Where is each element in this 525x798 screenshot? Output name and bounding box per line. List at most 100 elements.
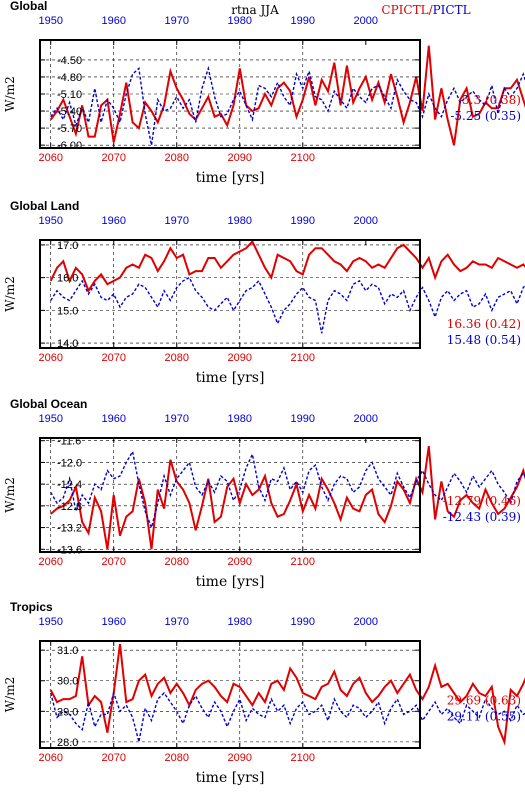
y-tick-label: 28.0 bbox=[57, 737, 78, 749]
y-tick-label: 29.0 bbox=[57, 706, 78, 718]
x-top-tick-label: 2000 bbox=[354, 15, 378, 27]
panel-title: Global bbox=[10, 0, 47, 13]
x-top-tick-label: 1950 bbox=[38, 413, 62, 425]
y-tick-label: 16.0 bbox=[57, 273, 78, 285]
y-tick-label: -4.80 bbox=[57, 72, 82, 84]
y-tick-label: -13.2 bbox=[57, 523, 82, 535]
x-axis-label: time [yrs] bbox=[196, 574, 265, 590]
x-top-tick-label: 1980 bbox=[228, 215, 252, 227]
x-tick-label: 2080 bbox=[165, 152, 189, 164]
x-top-tick-label: 1970 bbox=[165, 413, 189, 425]
header-center: rtna JJA bbox=[231, 3, 279, 17]
y-tick-label: 15.0 bbox=[57, 305, 78, 317]
x-axis-label: time [yrs] bbox=[196, 370, 265, 386]
x-tick-label: 2090 bbox=[228, 352, 252, 364]
y-axis-label: W/m2 bbox=[3, 477, 17, 512]
y-tick-label: -11.6 bbox=[57, 436, 81, 448]
y-tick-label: 17.0 bbox=[57, 240, 78, 252]
x-top-tick-label: 1980 bbox=[228, 616, 252, 628]
x-top-tick-label: 1970 bbox=[165, 616, 189, 628]
y-tick-label: -12.8 bbox=[57, 501, 82, 513]
series-line-pictl bbox=[50, 65, 525, 146]
stat-cpictl: 16.36 (0.42) bbox=[447, 317, 521, 331]
x-top-tick-label: 1980 bbox=[228, 413, 252, 425]
plot-frame bbox=[39, 239, 421, 349]
x-tick-label: 2060 bbox=[38, 152, 62, 164]
x-tick-label: 2100 bbox=[291, 752, 315, 764]
panel-0: Global 2060 2070 2080 2090 2100 1950 1960 1970 19… bbox=[3, 0, 525, 186]
series-line-cpictl bbox=[49, 643, 525, 746]
x-tick-label: 2060 bbox=[38, 556, 62, 568]
x-top-tick-label: 1960 bbox=[101, 413, 125, 425]
stat-pictl: 29.11 (0.55) bbox=[447, 710, 521, 724]
x-axis-label: time [yrs] bbox=[196, 770, 265, 786]
x-tick-label: 2090 bbox=[228, 752, 252, 764]
x-top-tick-label: 2000 bbox=[354, 413, 378, 425]
legend-sep: / bbox=[429, 3, 434, 17]
stat-pictl: -12.43 (0.39) bbox=[443, 510, 521, 524]
stat-pictl: -5.25 (0.35) bbox=[450, 109, 521, 123]
x-tick-label: 2090 bbox=[228, 556, 252, 568]
stat-cpictl: 29.69 (0.63) bbox=[447, 694, 521, 708]
y-tick-label: 14.0 bbox=[57, 338, 78, 350]
x-top-tick-label: 1990 bbox=[291, 616, 315, 628]
stat-cpictl: -12.79 (0.46) bbox=[443, 494, 521, 508]
y-tick-label: -4.50 bbox=[57, 55, 82, 67]
x-top-tick-label: 1960 bbox=[101, 616, 125, 628]
y-axis-label: W/m2 bbox=[3, 276, 17, 311]
y-tick-label: 30.0 bbox=[57, 676, 78, 688]
legend-red: CPICTL bbox=[381, 3, 428, 17]
series-line-cpictl bbox=[49, 239, 525, 293]
y-tick-label: -5.40 bbox=[57, 106, 82, 118]
y-tick-label: -6.00 bbox=[57, 140, 82, 152]
y-tick-label: -5.70 bbox=[57, 123, 82, 135]
x-top-tick-label: 1960 bbox=[101, 15, 125, 27]
x-tick-label: 2060 bbox=[38, 352, 62, 364]
x-top-tick-label: 1950 bbox=[38, 215, 62, 227]
y-tick-label: -12.0 bbox=[57, 457, 82, 469]
x-top-tick-label: 1950 bbox=[38, 15, 62, 27]
legend-label: CPICTL/PICTL bbox=[381, 3, 470, 17]
x-top-tick-label: 1970 bbox=[165, 15, 189, 27]
x-top-tick-label: 1990 bbox=[291, 15, 315, 27]
series-line-pictl bbox=[50, 276, 525, 334]
y-tick-label: -12.4 bbox=[57, 479, 82, 491]
x-tick-label: 2070 bbox=[101, 752, 125, 764]
x-tick-label: 2070 bbox=[101, 152, 125, 164]
panel-1: Global Land 2060 2070 2080 2090 2100 1950 1960 1… bbox=[3, 199, 525, 386]
x-axis-label: time [yrs] bbox=[196, 170, 265, 186]
panel-title: Tropics bbox=[10, 600, 53, 614]
y-tick-label: 31.0 bbox=[57, 645, 78, 657]
x-tick-label: 2070 bbox=[101, 352, 125, 364]
plot-frame bbox=[39, 640, 421, 749]
x-tick-label: 2070 bbox=[101, 556, 125, 568]
x-tick-label: 2060 bbox=[38, 752, 62, 764]
y-axis-label: W/m2 bbox=[3, 76, 17, 111]
x-tick-label: 2100 bbox=[291, 352, 315, 364]
y-tick-label: -5.10 bbox=[57, 89, 82, 101]
x-top-tick-label: 2000 bbox=[354, 215, 378, 227]
x-tick-label: 2080 bbox=[165, 752, 189, 764]
plot-frame bbox=[39, 437, 421, 553]
panel-2: Global Ocean 2060 2070 2080 2090 2100 1950 1960… bbox=[3, 397, 525, 590]
x-tick-label: 2100 bbox=[291, 152, 315, 164]
x-top-tick-label: 1980 bbox=[228, 15, 252, 27]
stat-cpictl: -5.3 (0.38) bbox=[458, 93, 521, 107]
x-top-tick-label: 1990 bbox=[291, 413, 315, 425]
stat-pictl: 15.48 (0.54) bbox=[447, 333, 521, 347]
y-tick-label: -13.6 bbox=[57, 544, 82, 556]
x-top-tick-label: 1960 bbox=[101, 215, 125, 227]
panel-title: Global Land bbox=[10, 199, 79, 213]
x-top-tick-label: 1990 bbox=[291, 215, 315, 227]
x-tick-label: 2090 bbox=[228, 152, 252, 164]
x-top-tick-label: 2000 bbox=[354, 616, 378, 628]
legend-blue: PICTL bbox=[433, 3, 471, 17]
y-axis-label: W/m2 bbox=[3, 677, 17, 712]
x-tick-label: 2080 bbox=[165, 556, 189, 568]
series-line-cpictl bbox=[50, 445, 525, 550]
series-line-pictl bbox=[50, 449, 525, 530]
x-tick-label: 2100 bbox=[291, 556, 315, 568]
x-top-tick-label: 1970 bbox=[165, 215, 189, 227]
panel-title: Global Ocean bbox=[10, 397, 87, 411]
